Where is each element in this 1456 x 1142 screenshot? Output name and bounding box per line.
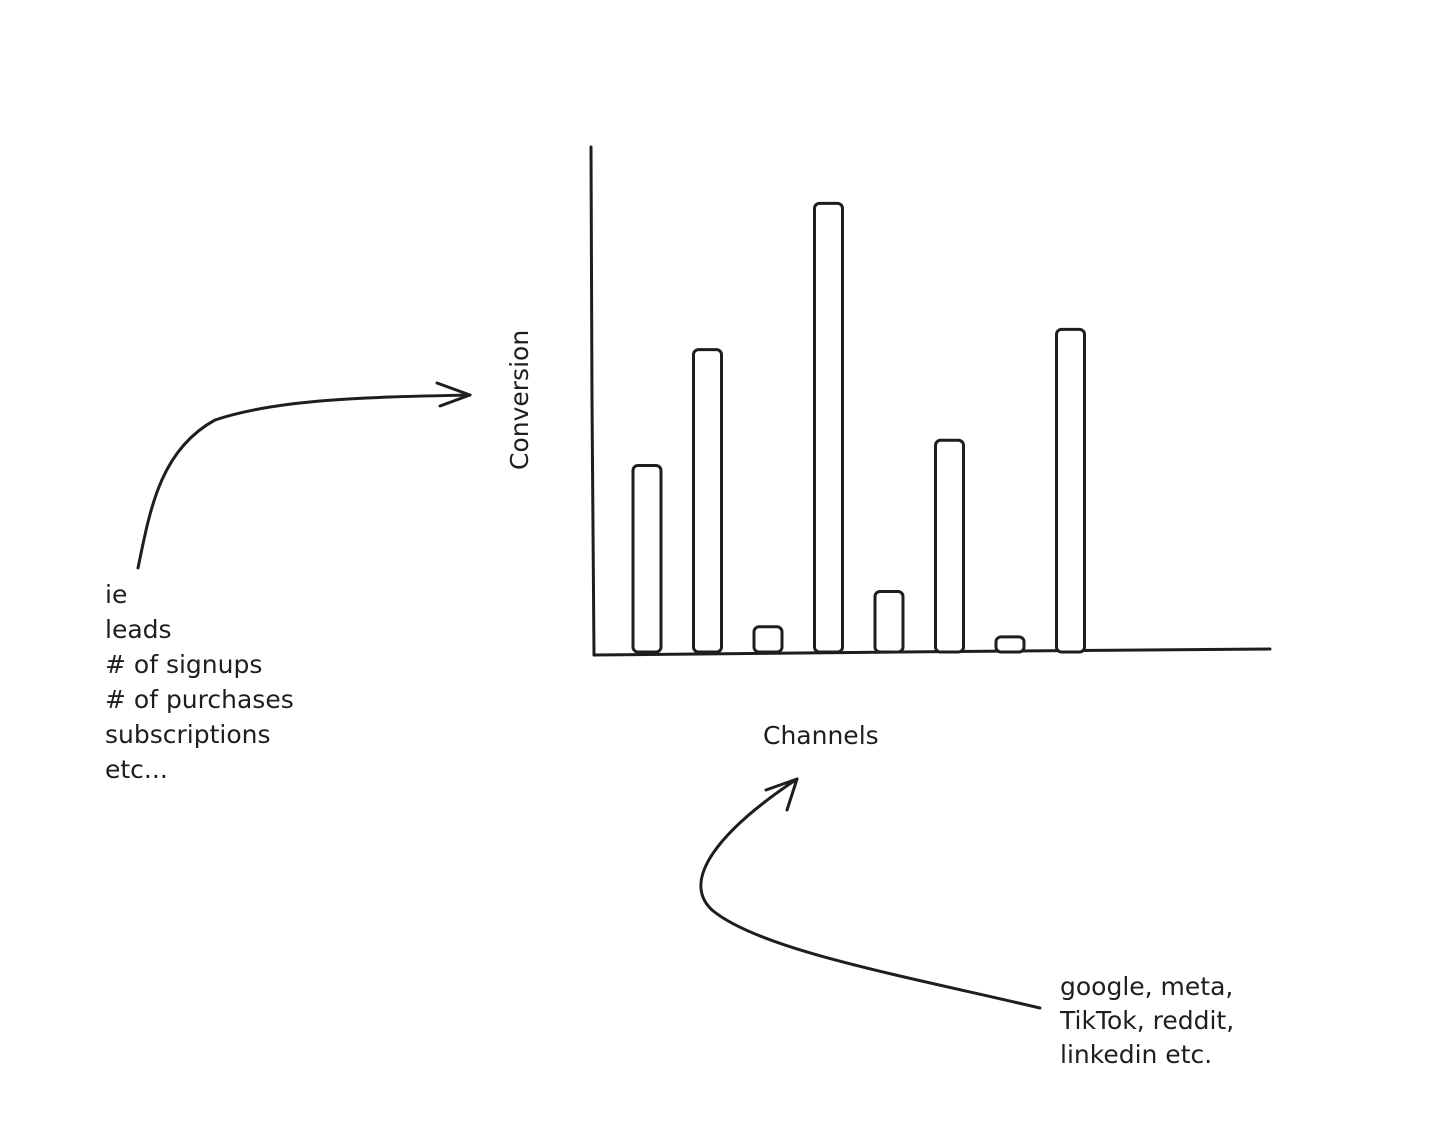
y-axis: [589, 145, 596, 657]
channel-example-line: linkedin etc.: [1060, 1040, 1212, 1069]
bar-1: [631, 464, 663, 654]
bar-7: [994, 635, 1026, 654]
conversion-arrow: [136, 381, 472, 570]
conversion-example-line: # of signups: [105, 650, 262, 679]
channel-example-line: TikTok, reddit,: [1059, 1006, 1234, 1035]
bar-8: [1055, 327, 1086, 654]
bar-3: [752, 625, 784, 654]
y-axis-label: Conversion: [505, 330, 534, 470]
conversion-example-line: subscriptions: [105, 720, 271, 749]
conversion-example-line: ie: [105, 580, 127, 609]
x-axis-label: Channels: [763, 721, 879, 750]
conversion-example-line: leads: [105, 615, 172, 644]
bar-5: [873, 590, 905, 654]
conversion-examples-note: ie leads # of signups # of purchases subscri…: [105, 580, 294, 784]
conversion-example-line: # of purchases: [105, 685, 294, 714]
bars: [631, 201, 1086, 654]
channel-example-line: google, meta,: [1060, 972, 1233, 1001]
bar-2: [692, 348, 723, 654]
channels-arrow: [699, 777, 1042, 1010]
bar-4: [813, 201, 844, 654]
bar-6: [934, 438, 965, 654]
conversion-example-line: etc...: [105, 755, 168, 784]
channel-examples-note: google, meta, TikTok, reddit, linkedin etc…: [1059, 972, 1234, 1069]
